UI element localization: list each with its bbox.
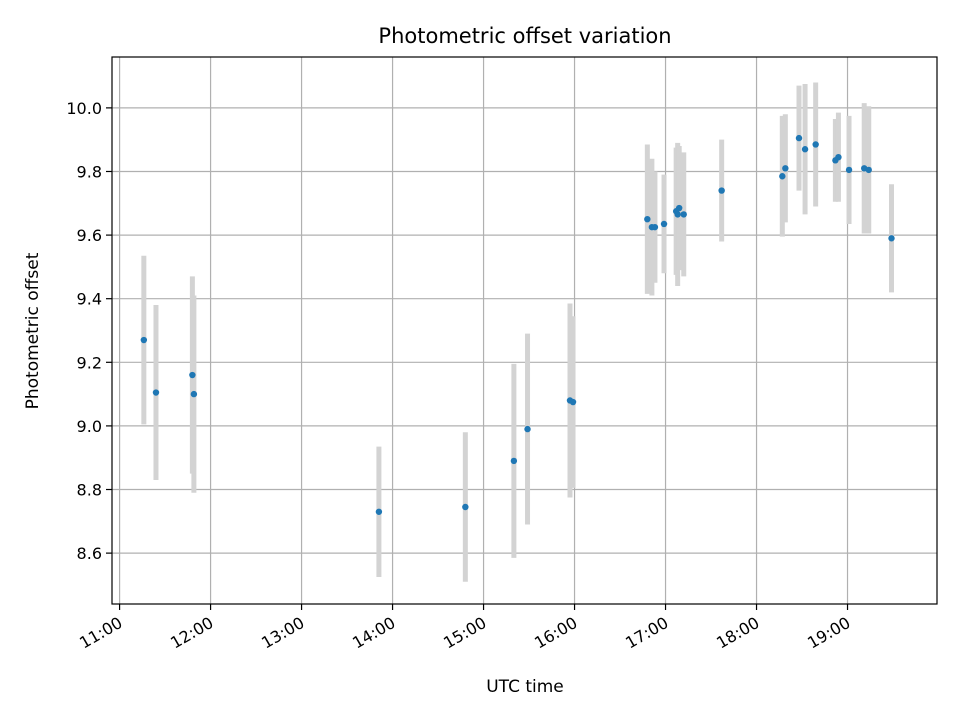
- data-point: [462, 503, 469, 511]
- data-point: [140, 336, 148, 344]
- data-point: [644, 215, 651, 223]
- data-points: [140, 134, 895, 515]
- data-point: [865, 166, 872, 174]
- data-point: [660, 220, 668, 228]
- y-tick-label: 8.6: [77, 544, 102, 563]
- data-point: [782, 165, 789, 172]
- data-point: [779, 173, 786, 180]
- data-point: [675, 204, 683, 212]
- x-axis-label: UTC time: [486, 677, 564, 697]
- data-point: [524, 425, 531, 433]
- data-point: [569, 398, 577, 406]
- data-point: [835, 153, 842, 161]
- data-point: [510, 457, 518, 465]
- y-axis-ticks: 8.6 8.8 9.0 9.2 9.4 9.6 9.8 10.0: [66, 99, 112, 563]
- data-point: [152, 389, 160, 396]
- y-tick-label: 9.8: [77, 162, 102, 181]
- y-tick-label: 9.2: [77, 353, 102, 372]
- data-point: [375, 508, 383, 515]
- chart-title: Photometric offset variation: [378, 24, 671, 48]
- data-point: [888, 235, 895, 242]
- data-point: [674, 211, 681, 218]
- data-point: [680, 211, 687, 218]
- y-tick-label: 9.4: [77, 290, 102, 309]
- data-point: [190, 390, 198, 398]
- data-point: [718, 187, 725, 194]
- y-tick-label: 8.8: [77, 481, 102, 500]
- data-point: [795, 134, 803, 142]
- data-point: [801, 146, 809, 153]
- data-point: [189, 371, 196, 379]
- plot-area-frame: [111, 56, 938, 605]
- y-tick-label: 9.6: [77, 226, 102, 245]
- y-tick-label: 10.0: [66, 99, 102, 118]
- data-point: [651, 223, 659, 231]
- data-point: [812, 141, 819, 148]
- y-axis-label: Photometric offset: [23, 252, 43, 409]
- data-point: [845, 166, 853, 174]
- y-tick-label: 9.0: [77, 417, 102, 436]
